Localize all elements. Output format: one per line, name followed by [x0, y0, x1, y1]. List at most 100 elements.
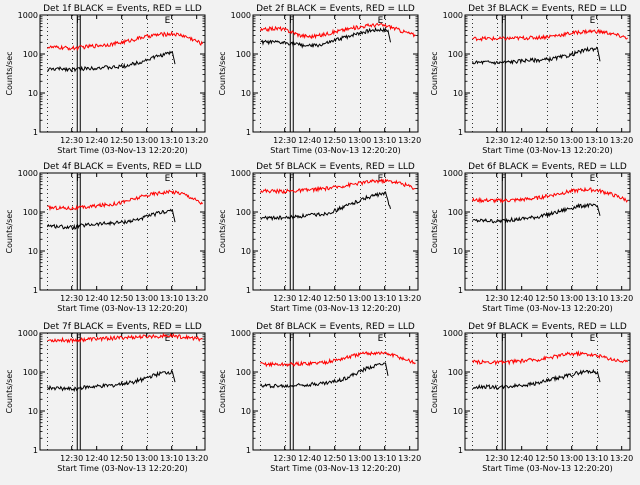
plot-frame — [464, 14, 631, 133]
y-axis-label: Counts/sec — [218, 209, 227, 253]
x-tick-label: 12:40 — [85, 136, 108, 145]
y-tick-label: 10 — [28, 89, 38, 98]
series-line-lld — [472, 28, 628, 42]
series-line-events — [472, 368, 601, 390]
x-tick-label: 13:20 — [610, 454, 633, 463]
y-tick-label: 1 — [33, 128, 38, 137]
x-tick-label: 12:40 — [510, 136, 533, 145]
series-line-lld — [260, 350, 416, 368]
marker-label-f: F — [501, 174, 506, 184]
series-line-events — [47, 208, 176, 230]
x-tick-label: 12:30 — [485, 136, 508, 145]
x-tick-label: 13:10 — [585, 454, 608, 463]
y-tick-label: 100 — [23, 368, 38, 377]
x-axis-label: Start Time (03-Nov-13 12:20:20) — [482, 464, 612, 473]
y-tick-label: 1000 — [18, 11, 38, 20]
marker-label-f: F — [289, 174, 294, 184]
y-tick-label: 1000 — [443, 11, 463, 20]
x-tick-label: 13:20 — [398, 454, 421, 463]
x-tick-label: 12:50 — [110, 136, 133, 145]
y-tick-label: 1000 — [18, 169, 38, 178]
x-tick-label: 13:20 — [398, 136, 421, 145]
y-tick-label: 100 — [236, 208, 251, 217]
x-tick-label: 12:40 — [298, 294, 321, 303]
panel-det-4: Det 4f BLACK = Events, RED = LLD F E 1 10 100… — [5, 162, 208, 313]
series-line-lld — [472, 186, 628, 204]
marker-label-e: E — [590, 334, 596, 344]
y-tick-label: 10 — [453, 407, 463, 416]
y-tick-label: 100 — [448, 368, 463, 377]
panel-title: Det 4f BLACK = Events, RED = LLD — [43, 162, 202, 172]
x-tick-label: 12:30 — [60, 294, 83, 303]
y-tick-label: 10 — [241, 247, 251, 256]
marker-label-f: F — [501, 16, 506, 26]
x-tick-label: 13:00 — [348, 136, 371, 145]
x-tick-label: 13:00 — [560, 294, 583, 303]
x-axis-label: Start Time (03-Nov-13 12:20:20) — [482, 304, 612, 313]
marker-label-f: F — [76, 16, 81, 26]
plot-frame — [252, 14, 419, 133]
x-tick-label: 13:10 — [160, 294, 183, 303]
marker-label-e: E — [590, 16, 596, 26]
x-tick-label: 13:20 — [610, 136, 633, 145]
x-tick-label: 13:20 — [185, 294, 208, 303]
x-tick-label: 12:40 — [298, 454, 321, 463]
y-tick-label: 1 — [458, 446, 463, 455]
series-line-events — [260, 26, 391, 49]
x-tick-label: 13:10 — [585, 136, 608, 145]
series-line-events — [260, 362, 389, 389]
y-tick-label: 1000 — [18, 329, 38, 338]
x-tick-label: 13:00 — [348, 454, 371, 463]
y-axis-label: Counts/sec — [430, 51, 439, 95]
series-line-lld — [260, 22, 416, 40]
series-line-lld — [47, 332, 203, 344]
series-line-events — [47, 50, 176, 73]
marker-label-f: F — [76, 334, 81, 344]
y-tick-label: 1 — [33, 446, 38, 455]
x-tick-label: 13:20 — [610, 294, 633, 303]
x-tick-label: 13:10 — [373, 454, 396, 463]
x-tick-label: 12:50 — [323, 294, 346, 303]
series-line-lld — [47, 30, 203, 51]
panel-det-2: Det 2f BLACK = Events, RED = LLD F E 1 10 100… — [218, 4, 421, 155]
x-axis-label: Start Time (03-Nov-13 12:20:20) — [57, 146, 187, 155]
y-tick-label: 1 — [246, 446, 251, 455]
y-tick-label: 10 — [241, 89, 251, 98]
y-tick-label: 100 — [448, 208, 463, 217]
y-axis-label: Counts/sec — [218, 369, 227, 413]
x-tick-label: 13:00 — [135, 136, 158, 145]
x-axis-label: Start Time (03-Nov-13 12:20:20) — [57, 464, 187, 473]
x-tick-label: 13:00 — [560, 454, 583, 463]
x-tick-label: 12:50 — [535, 454, 558, 463]
panel-det-3: Det 3f BLACK = Events, RED = LLD F E 1 10 100… — [430, 4, 633, 155]
x-tick-label: 13:10 — [585, 294, 608, 303]
marker-label-e: E — [165, 334, 171, 344]
panel-title: Det 5f BLACK = Events, RED = LLD — [256, 162, 415, 172]
x-axis-label: Start Time (03-Nov-13 12:20:20) — [270, 146, 400, 155]
series-line-events — [47, 369, 176, 392]
panel-det-9: Det 9f BLACK = Events, RED = LLD F E 1 10 100… — [430, 322, 633, 473]
x-tick-label: 12:50 — [323, 454, 346, 463]
y-tick-label: 1 — [458, 128, 463, 137]
marker-label-f: F — [289, 16, 294, 26]
series-line-events — [472, 202, 601, 224]
x-tick-label: 12:40 — [85, 454, 108, 463]
marker-label-e: E — [165, 16, 171, 26]
x-tick-label: 12:30 — [485, 454, 508, 463]
y-axis-label: Counts/sec — [218, 51, 227, 95]
x-tick-label: 12:30 — [60, 136, 83, 145]
y-tick-label: 100 — [23, 50, 38, 59]
panel-title: Det 6f BLACK = Events, RED = LLD — [468, 162, 627, 172]
y-tick-label: 10 — [28, 247, 38, 256]
x-tick-label: 12:30 — [273, 136, 296, 145]
x-tick-label: 13:00 — [348, 294, 371, 303]
plot-frame — [39, 172, 206, 291]
y-tick-label: 1000 — [231, 329, 251, 338]
y-axis-label: Counts/sec — [430, 209, 439, 253]
x-tick-label: 13:20 — [185, 136, 208, 145]
y-tick-label: 10 — [453, 89, 463, 98]
series-line-lld — [260, 178, 416, 195]
x-tick-label: 12:40 — [298, 136, 321, 145]
y-tick-label: 100 — [236, 50, 251, 59]
